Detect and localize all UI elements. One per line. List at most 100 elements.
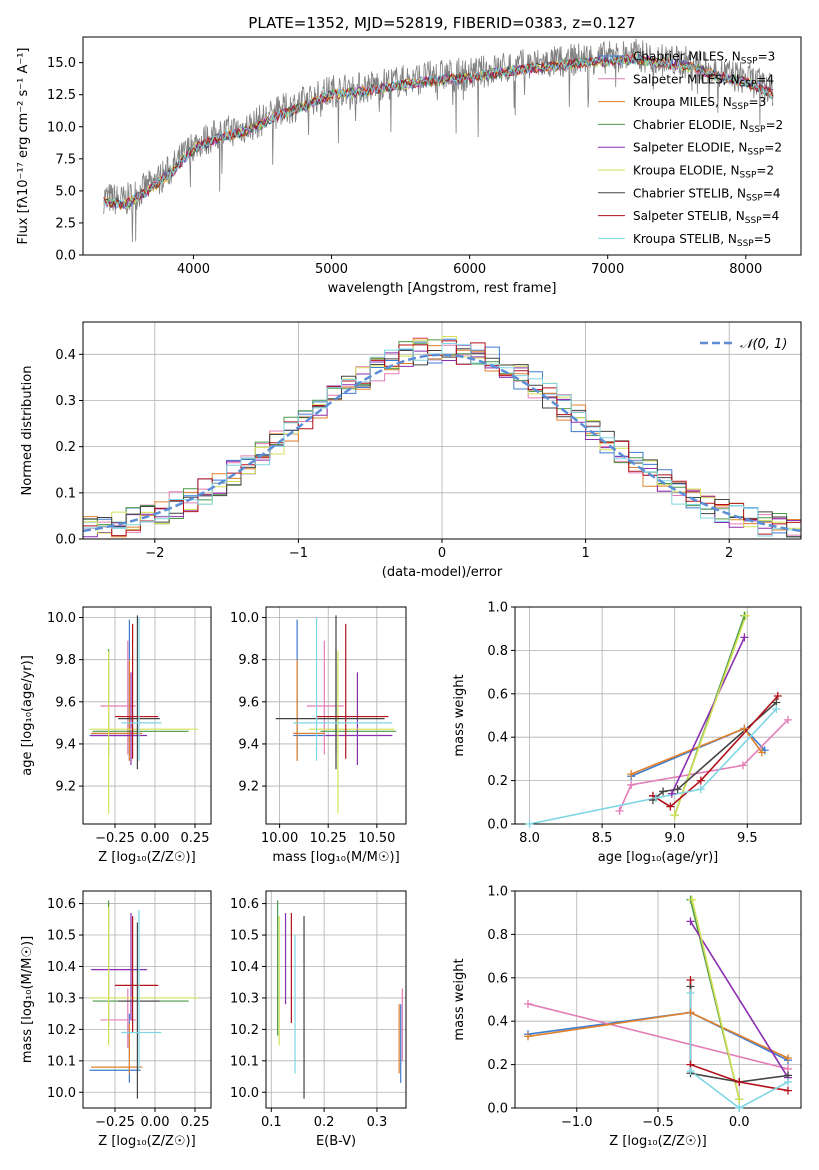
- legend-nssp-prefix: , N: [720, 232, 737, 246]
- mass-weight-marker: [740, 724, 749, 733]
- x-tick-label: 0.00: [141, 831, 170, 846]
- mass-weight-marker: [615, 806, 624, 815]
- model-spectrum-line: [103, 55, 774, 211]
- mass-weight-marker: [783, 715, 792, 724]
- x-tick-label: 8000: [729, 262, 762, 277]
- y-tick-label: 0.4: [487, 731, 508, 746]
- legend-nssp-value: =2: [756, 164, 774, 178]
- y-tick-label: 9.4: [238, 737, 259, 752]
- legend-label: Kroupa STELIB, NSSP=5: [633, 232, 771, 249]
- legend-nssp-prefix: , N: [723, 72, 740, 86]
- y-tick-label: 0.8: [487, 928, 508, 943]
- y-tick-label: 9.6: [238, 695, 259, 710]
- legend-nssp-value: =2: [765, 118, 783, 132]
- legend-nssp-value: =4: [756, 72, 774, 86]
- mass-weight-line: [529, 708, 777, 824]
- y-tick-label: 10.0: [47, 120, 76, 135]
- subplot-mass-weight-vs-age: 8.0 8.5 9.0 9.5 0.0 0.2 0.4 0.6 0.8 1.0 age [log₁₀…: [452, 601, 802, 865]
- legend-label: Chabrier STELIB, NSSP=4: [633, 186, 781, 203]
- y-tick-label: 1.0: [487, 885, 508, 900]
- x-tick-label: 9.5: [737, 831, 758, 846]
- y-tick-label: 10.2: [47, 1023, 76, 1038]
- y-tick-label: 10.5: [47, 929, 76, 944]
- x-tick-label: 0.3: [367, 1115, 388, 1130]
- subplot-age-vs-mass: 10.00 10.25 10.50 9.2 9.4 9.6 9.8 10.0 mass [log…: [230, 606, 407, 865]
- mass-weight-line: [652, 701, 777, 801]
- mass-weight-marker: [686, 1067, 695, 1076]
- y-tick-label: 1.0: [487, 601, 508, 616]
- y-tick-label: 0.0: [487, 818, 508, 833]
- legend-nssp-value: =4: [762, 209, 780, 223]
- axes-frame: [82, 890, 212, 1109]
- y-tick-label: 0.2: [487, 774, 508, 789]
- x-tick-label: 0: [438, 546, 446, 561]
- x-axis-label: mass [log₁₀(M/M☉)]: [272, 850, 399, 865]
- y-tick-label: 10.0: [230, 1086, 259, 1101]
- mass-weight-marker: [740, 633, 749, 642]
- y-axis-label: mass [log₁₀(M/M☉)]: [20, 936, 35, 1063]
- x-tick-label: 5000: [315, 262, 348, 277]
- x-axis-label: Z [log₁₀(Z/Z☉)]: [609, 1134, 706, 1149]
- mass-weight-marker: [757, 748, 766, 757]
- x-tick-label: 2: [725, 546, 733, 561]
- mass-weight-marker: [627, 770, 636, 779]
- legend-nssp-sub: SSP: [737, 239, 754, 249]
- y-tick-label: 9.8: [238, 653, 259, 668]
- legend-model-name: Chabrier ELODIE: [633, 118, 732, 132]
- x-tick-label: 10.25: [310, 831, 347, 846]
- y-tick-label: 12.5: [47, 88, 76, 103]
- y-axis-label: mass weight: [452, 958, 467, 1040]
- legend-label: 𝒩(0, 1): [740, 337, 787, 352]
- mass-weight-marker: [524, 1032, 532, 1041]
- y-tick-label: 0.6: [487, 687, 508, 702]
- x-tick-label: −0.25: [95, 831, 135, 846]
- mass-weight-marker: [651, 793, 660, 802]
- mass-weight-marker: [696, 785, 705, 794]
- x-tick-label: 9.0: [664, 831, 685, 846]
- legend-model-name: Chabrier STELIB: [633, 186, 729, 200]
- legend-nssp-prefix: , N: [724, 50, 741, 64]
- legend-nssp-prefix: , N: [728, 209, 745, 223]
- residuals-legend: 𝒩(0, 1): [700, 337, 787, 352]
- y-tick-label: 7.5: [55, 152, 76, 167]
- gaussian-curve: [83, 353, 801, 533]
- x-tick-label: 0.0: [729, 1115, 750, 1130]
- y-tick-label: 10.4: [230, 960, 259, 975]
- x-tick-label: −1: [289, 546, 308, 561]
- y-tick-label: 9.2: [238, 780, 259, 795]
- y-tick-label: 0.0: [55, 249, 76, 264]
- y-tick-label: 15.0: [47, 56, 76, 71]
- x-axis-label: Z [log₁₀(Z/Z☉)]: [98, 1134, 195, 1149]
- plot-area: [89, 615, 199, 814]
- y-tick-label: 0.4: [487, 1015, 508, 1030]
- y-axis-label: Normed distribution: [20, 366, 35, 496]
- y-tick-label: 0.3: [55, 394, 76, 409]
- legend-nssp-prefix: , N: [715, 95, 732, 109]
- y-tick-label: 10.1: [230, 1054, 259, 1069]
- mass-weight-marker: [784, 1054, 792, 1063]
- mass-weight-marker: [670, 811, 679, 820]
- mass-weight-marker: [686, 988, 695, 997]
- subplot-spectrum: 4000 5000 6000 7000 8000 0.0 2.5 5.0 7.5 10.0 12.5…: [16, 36, 802, 296]
- y-tick-label: 10.2: [230, 1023, 259, 1038]
- mass-weight-marker: [784, 1086, 792, 1095]
- x-tick-label: 4000: [177, 262, 210, 277]
- y-tick-label: 9.8: [55, 653, 76, 668]
- y-tick-label: 0.2: [55, 440, 76, 455]
- legend-nssp-sub: SSP: [747, 148, 764, 158]
- mass-weight-marker: [666, 802, 675, 811]
- axes-frame: [514, 606, 802, 825]
- subplot-layer: 4000 5000 6000 7000 80000.02.55.07.510.012.5…: [16, 36, 802, 1149]
- x-tick-label: −1.0: [561, 1115, 593, 1130]
- x-tick-label: −0.25: [95, 1115, 135, 1130]
- mass-weight-marker: [696, 776, 705, 785]
- plot-area: [277, 900, 403, 1099]
- mass-weight-marker: [686, 1008, 695, 1017]
- mass-weight-line: [673, 615, 747, 816]
- legend-model-name: Kroupa MILES: [633, 95, 715, 109]
- mass-weight-marker: [667, 789, 676, 798]
- mass-weight-line: [689, 920, 789, 1079]
- y-tick-label: 0.4: [55, 348, 76, 363]
- legend-label: Salpeter MILES, NSSP=4: [633, 72, 774, 89]
- legend-label: Kroupa ELODIE, NSSP=2: [633, 164, 774, 181]
